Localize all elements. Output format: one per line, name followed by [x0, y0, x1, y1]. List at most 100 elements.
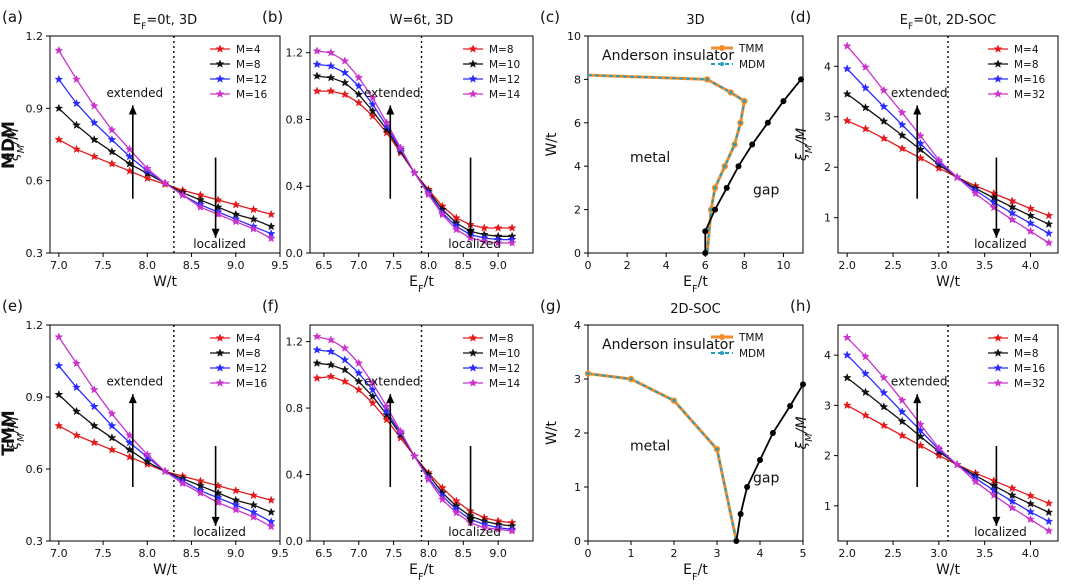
panel-label: (d)	[790, 8, 811, 26]
data-point	[178, 478, 188, 488]
legend-marker	[215, 74, 225, 83]
localized-label: localized	[193, 525, 246, 539]
x-tick-label: 9.0	[227, 547, 245, 560]
mdm-point	[742, 99, 746, 103]
series-line-M=8	[317, 90, 513, 229]
gap-point	[787, 403, 794, 409]
panel-title: EF=0t, 2D-SOC	[900, 13, 997, 32]
y-tick-label: 1.2	[26, 30, 44, 43]
data-point	[107, 134, 117, 144]
y-tick-label: 4	[574, 319, 581, 332]
data-point	[89, 385, 99, 394]
data-point	[312, 345, 322, 354]
localized-arrow-head	[211, 228, 220, 238]
series-line-M=10	[316, 75, 513, 237]
data-point	[248, 490, 258, 500]
extended-label: extended	[891, 374, 948, 388]
data-point	[897, 120, 907, 129]
panel-b: 6.5 7.0 7.5 8.0 8.5 9.0 0.0 0.4 0.8 1.2 (b) W=6t, 3…	[262, 8, 534, 295]
series-line-M=8	[58, 394, 272, 513]
data-point	[354, 368, 364, 377]
data-point	[340, 78, 350, 87]
data-point	[72, 98, 82, 108]
data-point	[231, 216, 241, 226]
x-tick-label: 8.5	[455, 547, 473, 560]
data-point	[326, 346, 336, 356]
y-tick-label: 0.0	[286, 535, 304, 548]
panel-title: EF=0t, 3D	[133, 13, 197, 32]
legend-marker	[993, 74, 1003, 83]
data-point	[842, 350, 852, 359]
data-point	[507, 223, 517, 232]
data-point	[248, 214, 258, 224]
data-point	[107, 409, 117, 418]
data-point	[493, 524, 503, 534]
legend-label: M=16	[1014, 74, 1046, 86]
data-point	[952, 459, 962, 469]
plot-frame	[49, 35, 281, 254]
series-line-M=4	[58, 425, 272, 501]
panel-label: (f)	[262, 297, 279, 315]
x-tick-label: 3.5	[976, 547, 994, 560]
data-point	[861, 124, 870, 133]
data-point	[971, 188, 980, 198]
legend-label: M=4	[1014, 44, 1039, 56]
legend-label: M=8	[489, 333, 514, 345]
data-point	[1044, 526, 1054, 535]
data-point	[1026, 218, 1035, 228]
legend-label: M=8	[236, 59, 261, 71]
series-line-M=4	[846, 404, 1050, 504]
legend-marker	[993, 89, 1003, 98]
data-point	[437, 494, 447, 504]
x-axis-label: EF/t	[409, 562, 434, 583]
x-tick-label: 9.0	[489, 259, 507, 272]
gap-point	[769, 430, 776, 436]
data-point	[1044, 238, 1054, 247]
data-point	[54, 361, 64, 370]
data-point	[1007, 214, 1017, 224]
data-point	[354, 376, 364, 386]
gap-point	[764, 119, 771, 126]
data-point	[368, 398, 378, 407]
series-line-M=8	[846, 93, 1050, 225]
data-point	[1044, 210, 1054, 220]
data-point	[1007, 483, 1017, 493]
gap-point	[735, 163, 742, 170]
legend-marker-tmm	[719, 334, 725, 340]
data-point	[354, 89, 364, 99]
legend-marker-mdm	[720, 62, 724, 66]
data-point	[897, 107, 907, 117]
data-point	[340, 343, 350, 353]
legend-marker-mdm	[720, 351, 724, 355]
y-tick-label: 0.4	[286, 180, 304, 193]
data-point	[1026, 226, 1035, 236]
data-point	[326, 73, 336, 82]
localized-label: localized	[448, 525, 501, 539]
y-tick-label: 1	[574, 481, 581, 494]
y-tick-label: 2	[824, 161, 831, 174]
data-point	[54, 45, 64, 55]
mdm-point	[738, 121, 743, 125]
x-tick-label: 5	[800, 547, 807, 560]
data-point	[107, 125, 117, 134]
legend-marker	[468, 74, 478, 83]
extended-arrow-head	[913, 394, 922, 404]
legend-marker	[215, 378, 225, 387]
x-tick-label: 8.0	[420, 547, 438, 560]
data-point	[312, 358, 322, 368]
data-point	[72, 120, 82, 130]
y-tick-label: 0	[574, 535, 581, 548]
data-point	[340, 365, 350, 374]
mdm-point	[732, 142, 737, 147]
localized-label: localized	[193, 237, 246, 251]
legend-label: M=32	[1014, 378, 1045, 390]
data-point	[142, 163, 152, 173]
data-point	[248, 512, 258, 521]
data-point	[354, 385, 364, 394]
data-point	[879, 133, 889, 143]
x-tick-label: 7.0	[350, 547, 368, 560]
panel-e: 7.0 7.5 8.0 8.5 9.0 9.5 0.3 0.6 0.9 1.2(e) W/t ξM/M…	[2, 297, 289, 578]
mdm-point	[729, 90, 733, 95]
legend-label: TMM	[738, 43, 764, 55]
data-point	[971, 477, 980, 486]
